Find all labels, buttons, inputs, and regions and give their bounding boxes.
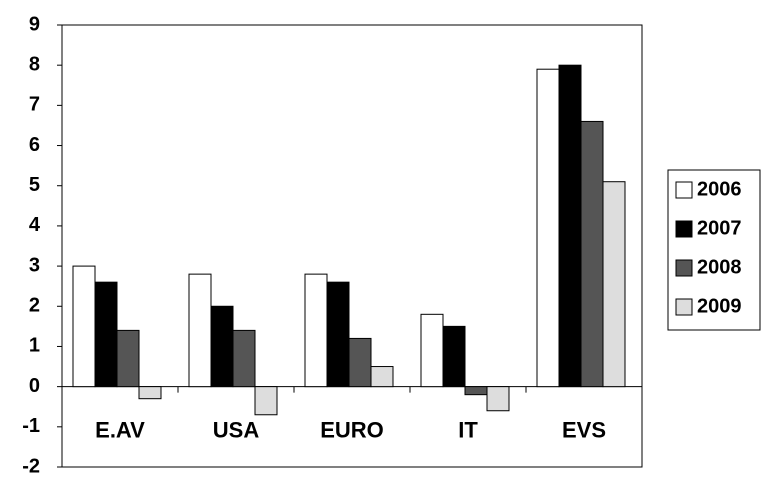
bar [232, 329, 256, 388]
y-tick-label: 3 [29, 254, 40, 276]
bar [348, 337, 372, 388]
legend-label: 2006 [697, 178, 742, 200]
x-tick-label: E.AV [95, 417, 145, 442]
y-tick-label: 8 [29, 53, 40, 75]
bar [138, 386, 162, 400]
y-tick-label: 0 [29, 375, 40, 397]
bar [536, 68, 560, 388]
legend-label: 2008 [697, 256, 742, 278]
plot-area [61, 24, 643, 468]
bar [602, 181, 626, 388]
y-tick-label: 2 [29, 295, 40, 317]
bar [370, 366, 394, 388]
y-tick-label: 9 [29, 13, 40, 35]
legend-label: 2009 [697, 295, 742, 317]
bar [326, 281, 350, 388]
legend-label: 2007 [697, 217, 742, 239]
bar [188, 273, 212, 388]
legend-swatch [675, 220, 693, 238]
bar [464, 386, 488, 396]
y-tick-label: 6 [29, 134, 40, 156]
y-tick-label: -2 [22, 455, 40, 477]
x-tick-label: USA [213, 417, 260, 442]
y-tick-label: 7 [29, 94, 40, 116]
bar [116, 329, 140, 388]
legend-swatch [675, 259, 693, 277]
y-tick-label: 1 [29, 335, 40, 357]
bar [72, 265, 96, 388]
y-tick-label: 5 [29, 174, 40, 196]
bar [304, 273, 328, 388]
bar [486, 386, 510, 412]
bar [558, 64, 582, 388]
legend-swatch [675, 181, 693, 199]
bar [94, 281, 118, 388]
bar [580, 120, 604, 388]
legend-swatch [675, 298, 693, 316]
bar [254, 386, 278, 416]
x-tick-label: EURO [320, 417, 384, 442]
y-tick-label: -1 [22, 415, 40, 437]
bar [210, 305, 234, 388]
bar [442, 325, 466, 388]
x-tick-label: IT [458, 417, 478, 442]
bar [420, 313, 444, 388]
y-tick-label: 4 [29, 214, 41, 236]
x-tick-label: EVS [562, 417, 606, 442]
